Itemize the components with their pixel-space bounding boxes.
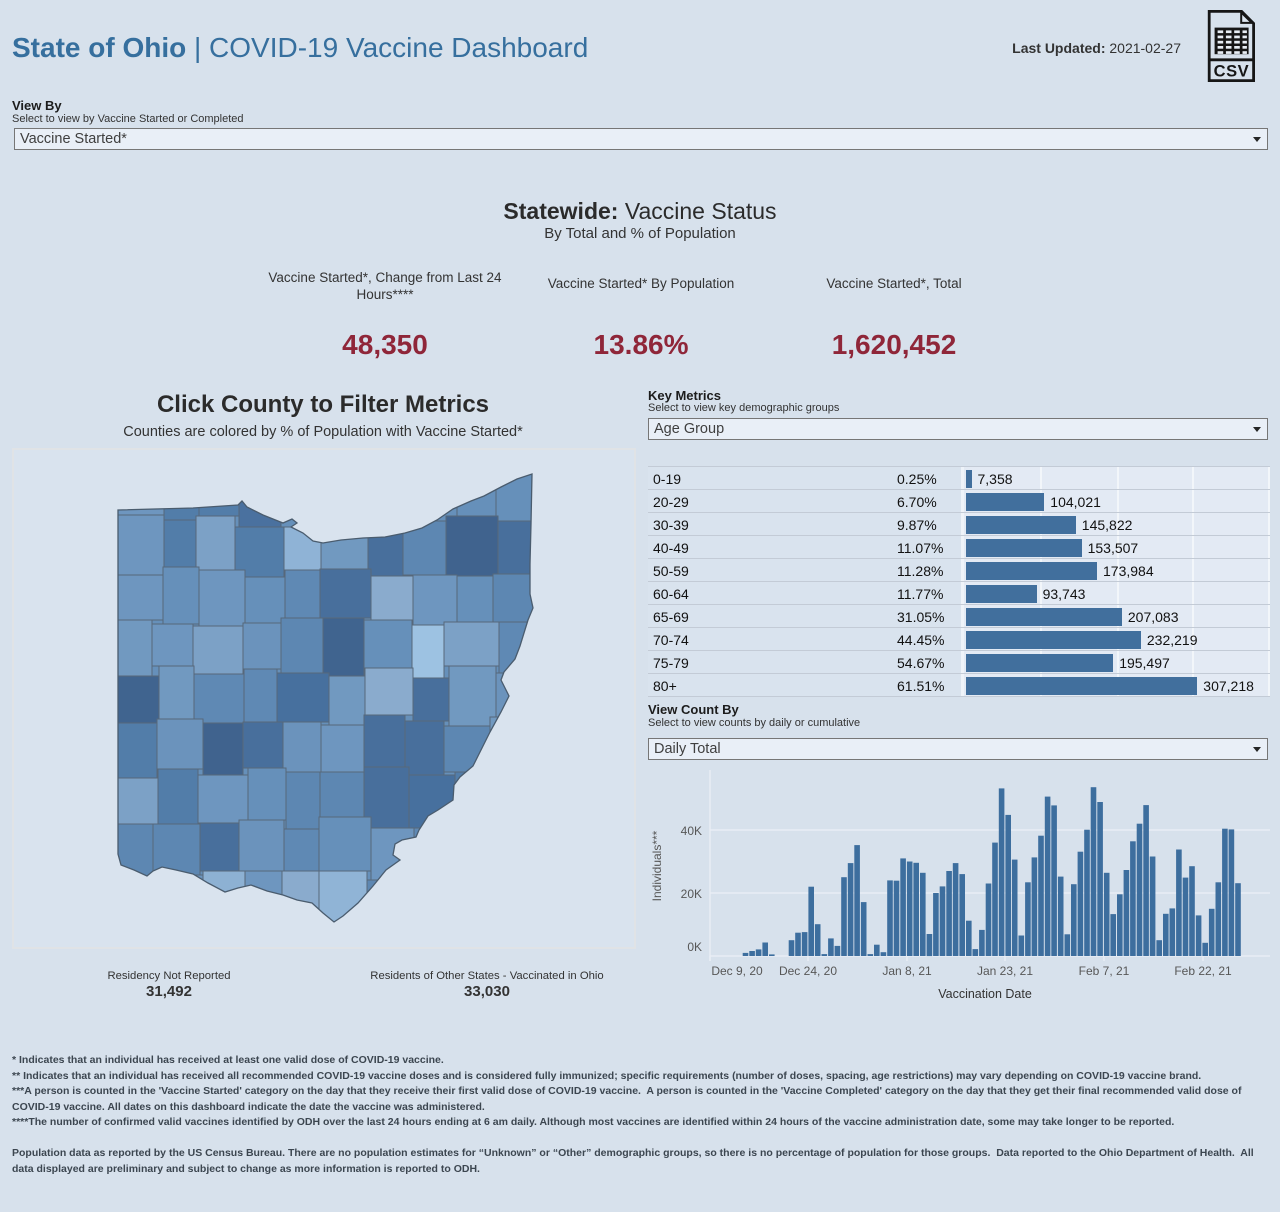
- svg-text:Dec 9, 20: Dec 9, 20: [711, 964, 763, 978]
- svg-text:Vaccination Date: Vaccination Date: [938, 987, 1032, 1001]
- svg-text:Feb 22, 21: Feb 22, 21: [1174, 964, 1232, 978]
- svg-text:40K: 40K: [681, 824, 702, 838]
- svg-text:Jan 8, 21: Jan 8, 21: [882, 964, 932, 978]
- svg-text:Jan 23, 21: Jan 23, 21: [977, 964, 1033, 978]
- svg-text:Individuals***: Individuals***: [650, 830, 664, 901]
- svg-text:20K: 20K: [681, 887, 702, 901]
- svg-text:Feb 7, 21: Feb 7, 21: [1079, 964, 1130, 978]
- svg-text:0K: 0K: [687, 940, 702, 954]
- svg-text:Dec 24, 20: Dec 24, 20: [779, 964, 837, 978]
- svg-text:CSV: CSV: [1214, 63, 1249, 81]
